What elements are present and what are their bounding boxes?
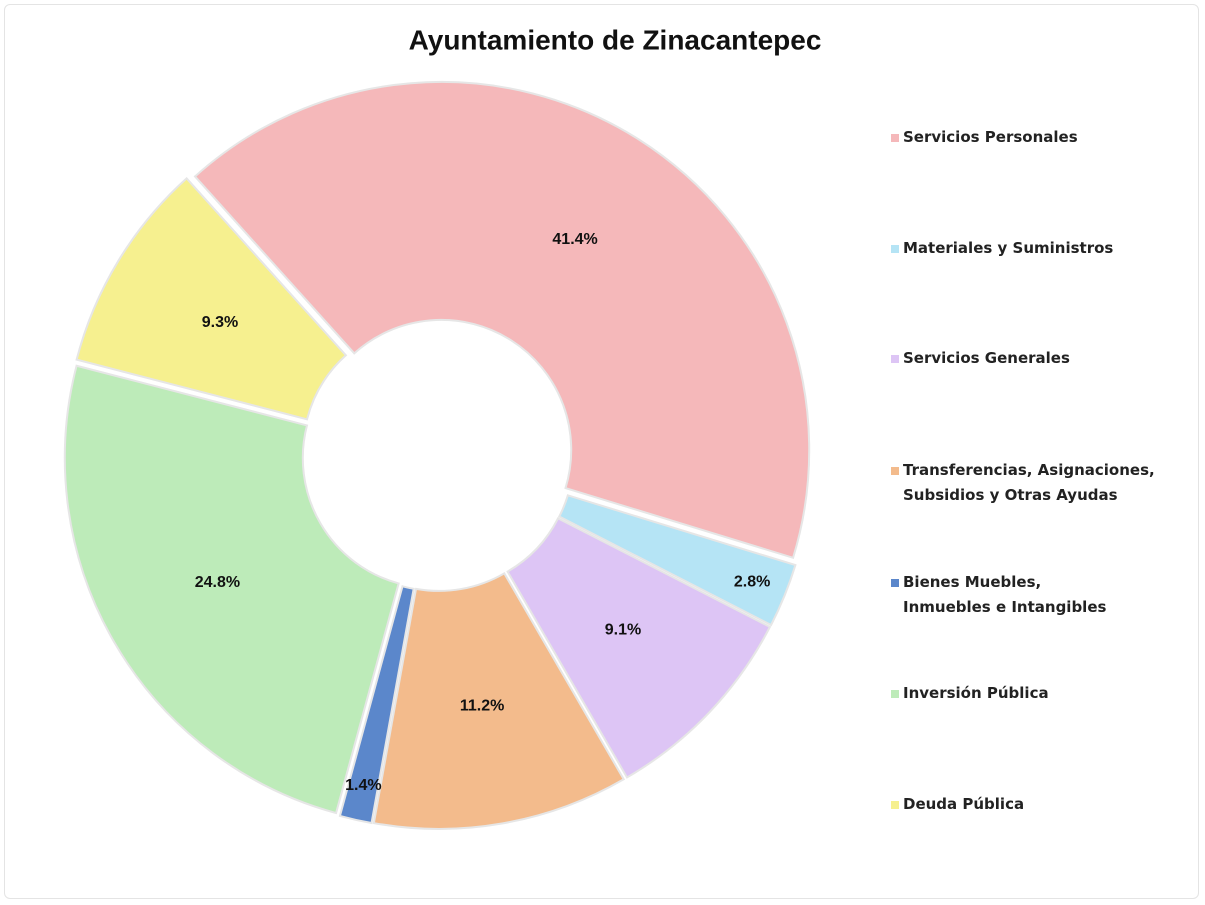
- slice: [63, 364, 400, 815]
- slice: [75, 176, 348, 421]
- legend-swatch: [891, 801, 899, 809]
- data-label: 11.2%: [460, 697, 504, 714]
- legend-item: Deuda Pública: [891, 792, 1183, 817]
- legend-swatch: [891, 245, 899, 253]
- legend-item: Inversión Pública: [891, 681, 1183, 706]
- data-label: 1.4%: [345, 777, 381, 794]
- data-label: 9.1%: [605, 622, 641, 639]
- legend-swatch: [891, 579, 899, 587]
- chart-title: Ayuntamiento de Zinacantepec: [409, 24, 822, 55]
- legend-swatch: [891, 355, 899, 363]
- legend-item: Servicios Generales: [891, 346, 1183, 371]
- legend-label: Inversión Pública: [903, 684, 1049, 702]
- legend-swatch: [891, 134, 899, 142]
- legend-swatch: [891, 467, 899, 475]
- slice: [338, 585, 415, 825]
- slice: [372, 571, 626, 830]
- legend-item: Bienes Muebles, Inmuebles e Intangibles: [891, 570, 1183, 620]
- slice: [557, 494, 797, 627]
- legend-label: Servicios Personales: [903, 128, 1078, 146]
- data-label: 24.8%: [195, 574, 240, 591]
- legend-item: Materiales y Suministros: [891, 236, 1183, 261]
- legend-label: Deuda Pública: [903, 795, 1025, 813]
- legend-label: Transferencias, Asignaciones, Subsidios …: [903, 461, 1155, 504]
- legend-item: Transferencias, Asignaciones, Subsidios …: [891, 458, 1183, 508]
- chart-frame: [4, 4, 1199, 899]
- data-label: 2.8%: [734, 574, 770, 591]
- legend-label: Servicios Generales: [903, 349, 1070, 367]
- slice: [193, 80, 811, 560]
- data-label: 41.4%: [552, 231, 597, 248]
- slice: [506, 517, 772, 779]
- data-label: 9.3%: [202, 314, 238, 331]
- legend-label: Bienes Muebles, Inmuebles e Intangibles: [903, 573, 1107, 616]
- legend-swatch: [891, 690, 899, 698]
- legend-label: Materiales y Suministros: [903, 239, 1114, 257]
- legend-item: Servicios Personales: [891, 125, 1183, 150]
